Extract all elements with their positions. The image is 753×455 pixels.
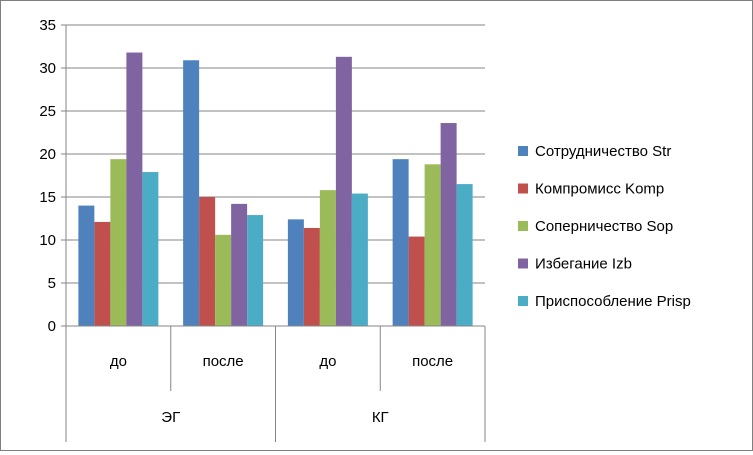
legend-swatch <box>518 221 528 231</box>
group-label: КГ <box>372 409 389 426</box>
bar-1-3 <box>287 219 304 326</box>
bar-5-2 <box>247 215 264 326</box>
bar-3-2 <box>215 234 232 326</box>
legend-label: Приспособление Prisp <box>535 293 691 310</box>
y-tick-label: 0 <box>48 318 56 335</box>
legend: Сотрудничество Str Компромисс Komp Соперни… <box>518 143 691 310</box>
y-tick-label: 10 <box>39 232 56 249</box>
bar-4-1 <box>126 52 143 327</box>
y-tick-label: 25 <box>39 103 56 120</box>
x-tick-label: до <box>110 353 127 370</box>
legend-swatch <box>518 296 528 306</box>
bar-2-4 <box>408 236 425 326</box>
bar-1-1 <box>78 205 95 326</box>
bar-2-2 <box>199 197 216 326</box>
legend-label: Компромисс Komp <box>535 181 664 198</box>
bar-4-2 <box>231 203 248 326</box>
bar-4-3 <box>335 56 352 326</box>
bar-5-4 <box>456 184 473 326</box>
y-tick-label: 5 <box>48 275 56 292</box>
bar-4-4 <box>440 123 457 326</box>
bar-5-1 <box>142 172 159 326</box>
legend-swatch <box>518 183 528 194</box>
y-tick-label: 35 <box>39 17 56 34</box>
x-tick-label: до <box>319 353 336 370</box>
legend-label: Избегание Izb <box>535 256 632 273</box>
y-tick-label: 30 <box>39 60 56 77</box>
bar-2-1 <box>94 221 111 326</box>
legend-swatch <box>518 258 528 269</box>
bars <box>78 52 473 327</box>
legend-label: Соперничество Sop <box>535 218 673 235</box>
y-tick-label: 15 <box>39 189 56 206</box>
y-tick-label: 20 <box>39 146 56 163</box>
bar-3-3 <box>319 190 336 326</box>
bar-5-3 <box>351 193 368 326</box>
x-tick-label: после <box>203 353 244 370</box>
group-label: ЭГ <box>161 409 180 426</box>
bar-2-3 <box>303 227 320 326</box>
bar-3-1 <box>110 159 127 326</box>
bar-1-4 <box>392 159 409 326</box>
legend-swatch <box>518 146 528 156</box>
x-tick-label: после <box>412 353 453 370</box>
legend-label: Сотрудничество Str <box>535 143 671 160</box>
bar-1-2 <box>183 60 200 326</box>
bar-3-4 <box>424 164 441 326</box>
axes: 0 5 10 15 20 25 30 35 до после до после ЭГ КГ <box>39 17 486 442</box>
